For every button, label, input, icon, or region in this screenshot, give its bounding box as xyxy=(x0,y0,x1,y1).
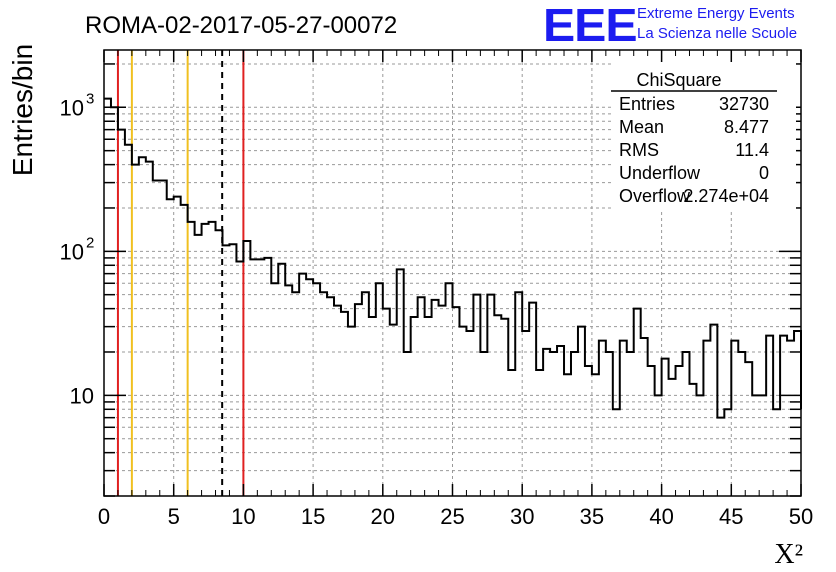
stats-box-background xyxy=(612,62,796,212)
x-tick-label: 20 xyxy=(371,504,395,529)
eee-logo-caption: Extreme Energy Events La Scienza nelle S… xyxy=(637,4,797,44)
stats-row-label: Underflow xyxy=(619,163,701,183)
x-tick-label: 15 xyxy=(301,504,325,529)
stats-box-title: ChiSquare xyxy=(636,70,721,90)
stats-row-label: Overflow xyxy=(619,186,691,206)
x-tick-label: 25 xyxy=(440,504,464,529)
y-tick-exponent: 3 xyxy=(86,90,94,107)
stats-row-value: 11.4 xyxy=(735,140,769,160)
eee-logo: EEE xyxy=(543,0,638,51)
stats-row-label: Entries xyxy=(619,94,675,114)
marker-lines xyxy=(116,50,245,496)
y-tick-label: 10 xyxy=(60,95,84,120)
x-tick-label: 10 xyxy=(231,504,255,529)
x-tick-label: 30 xyxy=(510,504,534,529)
chart-title: ROMA-02-2017-05-27-00072 xyxy=(85,12,397,39)
y-axis-label: Entries/bin xyxy=(7,44,38,176)
y-tick-label: 10 xyxy=(60,239,84,264)
stats-row-value: 2.274e+04 xyxy=(683,186,769,206)
y-tick-exponent: 2 xyxy=(86,234,94,251)
stats-box: ChiSquare Entries 32730 Mean 8.477 RMS 11.4 Un… xyxy=(611,62,796,212)
x-tick-label: 40 xyxy=(649,504,673,529)
x-tick-label: 45 xyxy=(719,504,743,529)
stats-row-label: RMS xyxy=(619,140,659,160)
stats-row-value: 32730 xyxy=(719,94,769,114)
x-tick-label: 0 xyxy=(98,504,110,529)
logo-caption-line2: La Scienza nelle Scuole xyxy=(637,25,798,42)
x-tick-label: 5 xyxy=(168,504,180,529)
y-tick-label: 10 xyxy=(70,383,94,408)
stats-row-label: Mean xyxy=(619,117,664,137)
x-axis: 0 5 10 15 20 25 30 35 40 45 50 xyxy=(98,50,813,529)
stats-rows: Entries 32730 Mean 8.477 RMS 11.4 Underflow 0 Ov… xyxy=(619,94,769,206)
logo-caption-line1: Extreme Energy Events xyxy=(637,5,795,22)
stats-row-value: 0 xyxy=(759,163,769,183)
x-tick-label: 50 xyxy=(789,504,813,529)
x-tick-label: 35 xyxy=(580,504,604,529)
stats-row-value: 8.477 xyxy=(724,117,769,137)
grid-lines xyxy=(104,50,801,497)
x-axis-label: X² xyxy=(774,539,803,570)
histogram-series xyxy=(104,97,802,419)
